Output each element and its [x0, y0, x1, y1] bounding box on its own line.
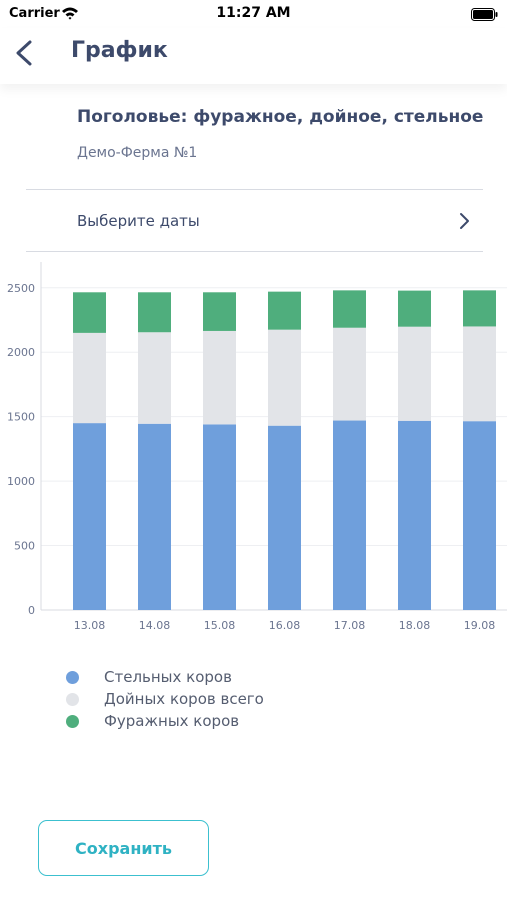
- y-tick-label: 0: [28, 604, 35, 617]
- bar-segment: [138, 332, 171, 424]
- chevron-left-icon[interactable]: [10, 36, 40, 70]
- bar-segment: [203, 424, 236, 610]
- bar-segment: [463, 326, 496, 422]
- x-tick-label: 16.08: [269, 619, 301, 632]
- bar-segment: [138, 423, 171, 610]
- legend-item: Дойных коров всего: [66, 688, 264, 710]
- legend-item: Фуражных коров: [66, 710, 264, 732]
- y-tick-label: 2000: [7, 346, 35, 359]
- bar-segment: [268, 329, 301, 426]
- legend-dot: [66, 692, 79, 706]
- bar-segment: [398, 326, 431, 421]
- y-tick-label: 1000: [7, 475, 35, 488]
- legend-label: Дойных коров всего: [104, 690, 264, 708]
- bar-segment: [268, 425, 301, 610]
- navigation-bar: График: [0, 28, 507, 84]
- wifi-icon: [62, 7, 78, 20]
- x-tick-label: 13.08: [74, 619, 106, 632]
- chart: 0 500 1000 1500 2000 2500 13.08 14.08 15.08 16.08…: [0, 262, 507, 642]
- x-tick-label: 14.08: [139, 619, 171, 632]
- legend-dot: [66, 714, 79, 728]
- legend-item: Стельных коров: [66, 666, 264, 688]
- bar-segment: [398, 290, 431, 327]
- date-picker-label: Выберите даты: [77, 212, 200, 230]
- bar-segment: [73, 423, 106, 610]
- y-tick-label: 1500: [7, 411, 35, 424]
- bar-segment: [463, 421, 496, 610]
- bar-segment: [203, 330, 236, 425]
- legend-label: Фуражных коров: [104, 712, 240, 730]
- legend-dot: [66, 670, 79, 684]
- x-tick-label: 17.08: [334, 619, 366, 632]
- battery-icon: [471, 8, 498, 21]
- report-title: Поголовье: фуражное, дойное, стельное: [77, 107, 484, 127]
- bar-segment: [73, 332, 106, 424]
- bar-segment: [268, 291, 301, 330]
- divider: [26, 251, 483, 252]
- bar-segment: [463, 290, 496, 327]
- x-tick-label: 15.08: [204, 619, 236, 632]
- bar-segment: [333, 327, 366, 421]
- status-time: 11:27 AM: [216, 5, 291, 21]
- stacked-bar-chart: 0 500 1000 1500 2000 2500 13.08 14.08 15.08 16.08…: [7, 262, 507, 632]
- bar-segment: [203, 292, 236, 331]
- legend-label: Стельных коров: [104, 668, 232, 686]
- y-tick-label: 2500: [7, 282, 35, 295]
- divider: [26, 189, 483, 190]
- bar-segment: [333, 420, 366, 610]
- chart-legend: Стельных коров Дойных коров всего Фуражных…: [66, 666, 264, 732]
- bar-segment: [73, 292, 106, 333]
- x-tick-label: 18.08: [399, 619, 431, 632]
- bar-segment: [398, 420, 431, 610]
- y-tick-label: 500: [14, 540, 35, 553]
- save-button[interactable]: Сохранить: [38, 820, 209, 876]
- farm-name: Демо-Ферма №1: [77, 145, 198, 161]
- chevron-right-icon: [460, 213, 469, 229]
- page-title: График: [71, 38, 168, 63]
- carrier-label: Carrier: [9, 6, 60, 21]
- status-bar: Carrier 11:27 AM: [0, 0, 507, 28]
- bar-segment: [138, 292, 171, 333]
- date-picker-row[interactable]: Выберите даты: [26, 191, 483, 251]
- bar-segment: [333, 290, 366, 328]
- x-tick-label: 19.08: [464, 619, 496, 632]
